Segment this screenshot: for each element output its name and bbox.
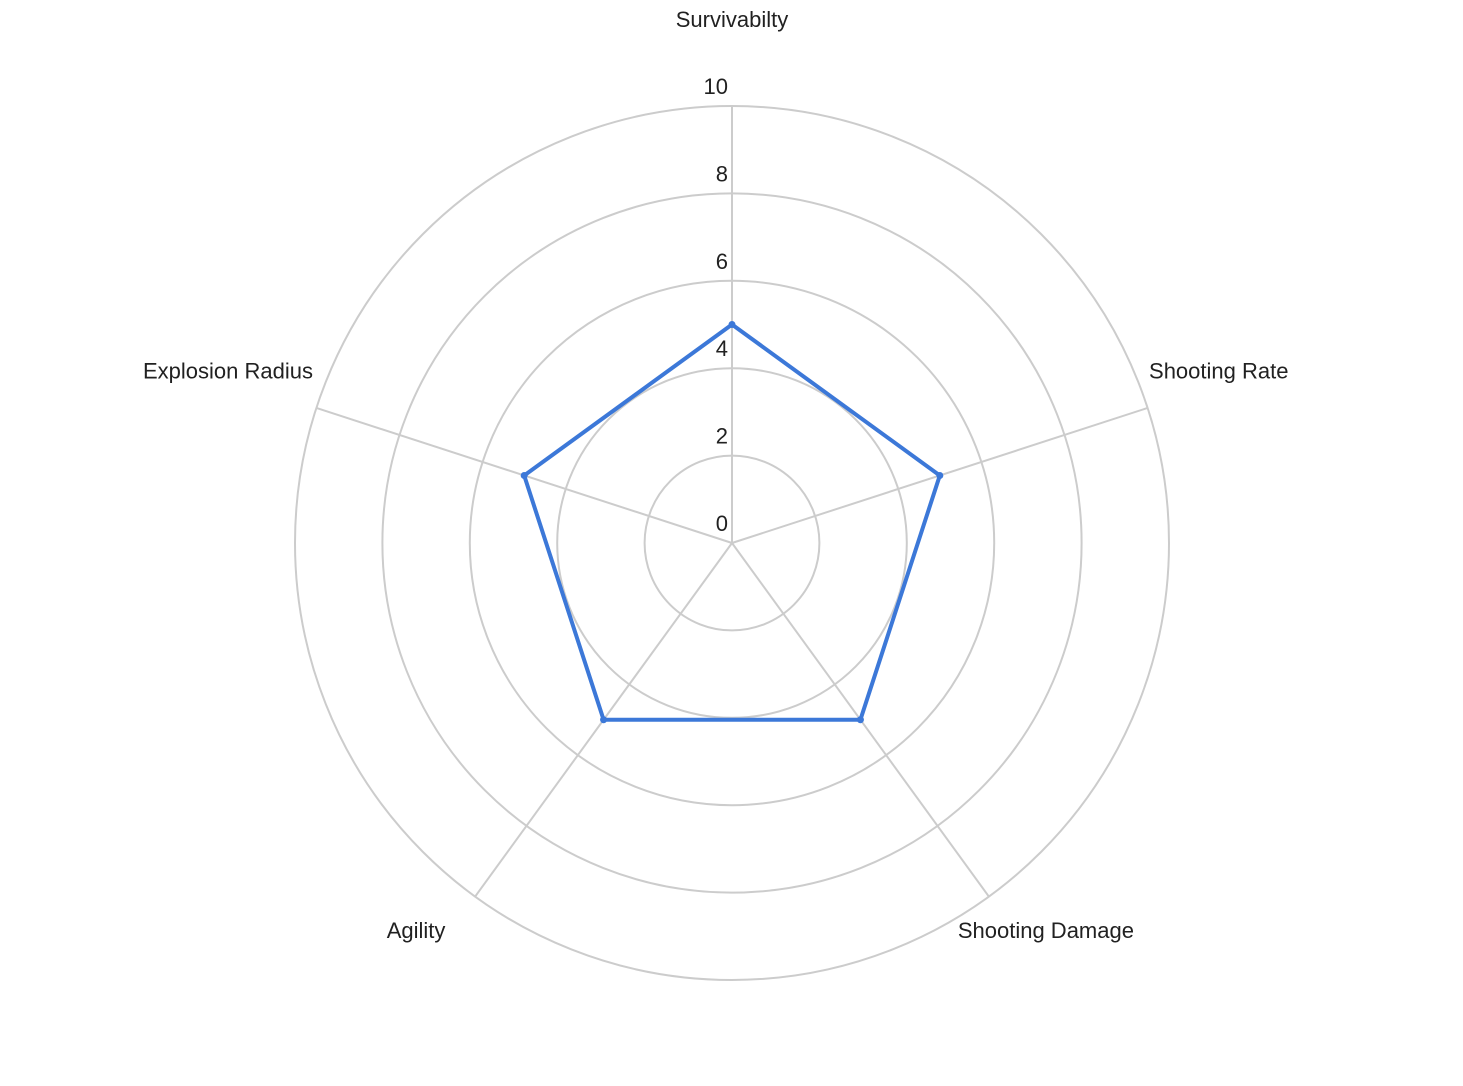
series-layer: [520, 321, 944, 724]
data-point-0[interactable]: [728, 321, 736, 328]
tick-label-2: 2: [716, 424, 728, 449]
series-line-0: [522, 322, 942, 722]
data-point-2[interactable]: [856, 716, 864, 724]
axis-label-shooting-damage: Shooting Damage: [958, 918, 1134, 943]
axis-label-survivabilty: Survivabilty: [676, 7, 788, 32]
axis-label-explosion-radius: Explosion Radius: [143, 358, 313, 383]
data-point-3[interactable]: [600, 716, 608, 724]
axis-label-agility: Agility: [387, 918, 446, 943]
tick-label-4: 4: [716, 336, 728, 361]
tick-label-6: 6: [716, 249, 728, 274]
tick-labels: 0 2 4 6 8 10: [704, 74, 728, 536]
data-point-4[interactable]: [520, 471, 528, 479]
tick-label-0: 0: [716, 511, 728, 536]
tick-label-8: 8: [716, 161, 728, 186]
axis-label-shooting-rate: Shooting Rate: [1149, 358, 1288, 383]
data-point-1[interactable]: [936, 471, 944, 479]
axis-labels: Survivabilty Shooting Rate Shooting Damage…: [143, 7, 1288, 943]
spoke-layer: [316, 106, 1148, 898]
tick-label-10: 10: [704, 74, 728, 99]
